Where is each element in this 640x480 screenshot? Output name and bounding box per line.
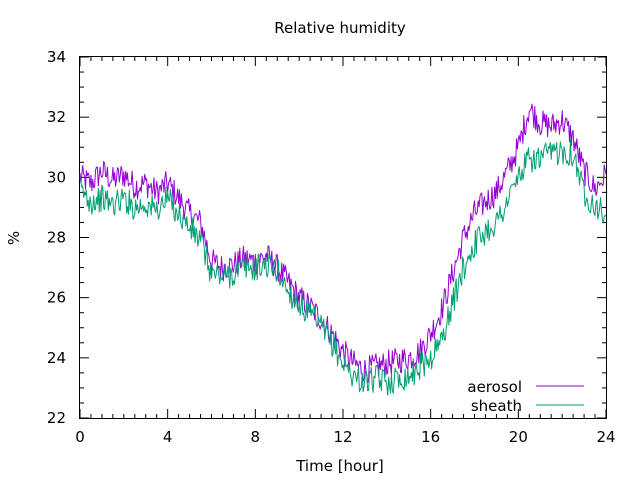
series-line-sheath (79, 139, 607, 396)
legend: aerosol sheath (467, 378, 584, 415)
x-tick-label-12: 12 (333, 428, 352, 446)
chart-title: Relative humidity (274, 19, 406, 37)
series-layer (79, 103, 607, 396)
y-axis-label: % (5, 231, 23, 245)
y-tick-label-34: 34 (47, 48, 66, 66)
legend-label-sheath: sheath (471, 397, 522, 415)
y-tick-label-32: 32 (47, 108, 66, 126)
y-tick-label-30: 30 (47, 168, 66, 186)
y-tick-label-22: 22 (47, 409, 66, 427)
y-tick-label-26: 26 (47, 289, 66, 307)
y-axis: 22 24 26 28 30 32 34 (47, 48, 606, 427)
y-tick-label-28: 28 (47, 229, 66, 247)
x-tick-label-4: 4 (163, 428, 173, 446)
y-tick-label-24: 24 (47, 349, 66, 367)
x-axis: 0 4 8 12 16 20 24 (75, 57, 616, 446)
x-tick-label-16: 16 (421, 428, 440, 446)
minor-ticks (80, 57, 606, 418)
x-tick-label-8: 8 (251, 428, 261, 446)
x-tick-label-20: 20 (509, 428, 528, 446)
series-line-aerosol (79, 103, 607, 383)
legend-label-aerosol: aerosol (467, 378, 522, 396)
plot-frame (79, 56, 607, 419)
x-tick-label-24: 24 (596, 428, 615, 446)
x-axis-label: Time [hour] (295, 457, 384, 475)
x-tick-label-0: 0 (75, 428, 85, 446)
